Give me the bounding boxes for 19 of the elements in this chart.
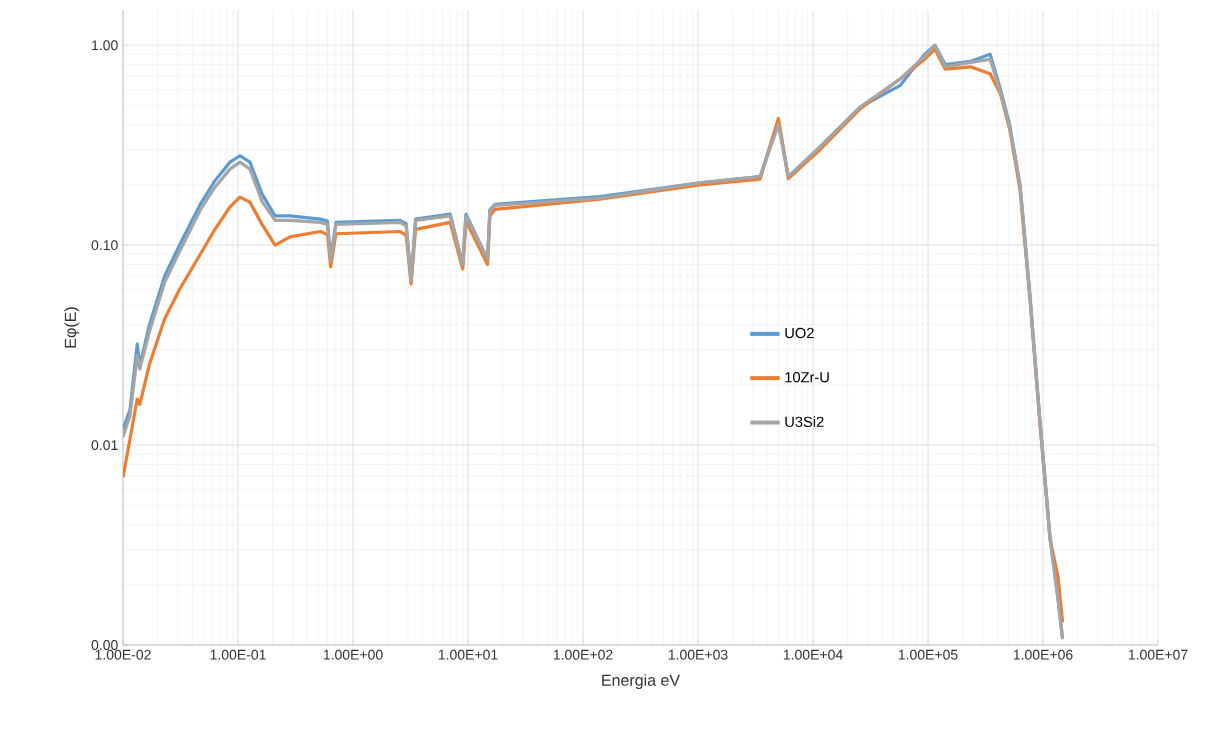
x-tick-label: 1.00E+07 [1128,649,1188,660]
x-axis-title: Energia eV [602,674,680,690]
y-tick-label: 0.10 [91,240,118,251]
legend-label: U3Si2 [785,416,824,428]
x-tick-label: 1.00E-01 [210,649,266,660]
y-tick-label: 1.00 [92,40,118,51]
x-tick-label: 1.00E+01 [438,649,498,660]
legend-label: UO2 [785,327,814,339]
x-tick-label: 1.00E+05 [898,649,958,660]
y-tick-label: 0.01 [91,440,118,451]
y-tick-label: 0.00 [91,640,118,650]
legend-label: 10Zr-U [785,372,829,383]
x-tick-label: 1.00E+06 [1013,649,1073,660]
y-axis-title: Eφ(E) [64,307,80,348]
x-tick-label: 1.00E+00 [323,649,383,660]
x-tick-label: 1.00E-02 [95,649,151,660]
x-tick-label: 1.00E+03 [668,649,728,660]
x-tick-label: 1.00E+04 [783,649,843,660]
x-tick-label: 1.00E+02 [553,649,613,660]
